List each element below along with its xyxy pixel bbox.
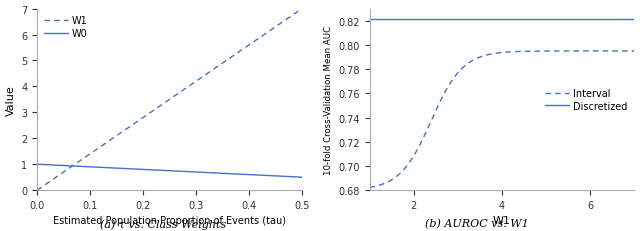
X-axis label: W1: W1 bbox=[493, 216, 511, 225]
Interval bbox=[470, 59, 478, 61]
W1 bbox=[138, 117, 146, 120]
Discretized bbox=[630, 19, 638, 22]
Discretized bbox=[452, 19, 460, 22]
W0 bbox=[298, 176, 306, 179]
Discretized bbox=[397, 19, 405, 22]
Legend: W1, W0: W1, W0 bbox=[42, 14, 90, 41]
Y-axis label: Value: Value bbox=[6, 85, 15, 115]
W0 bbox=[138, 168, 146, 171]
Y-axis label: 10-fold Cross-Validation Mean AUC: 10-fold Cross-Validation Mean AUC bbox=[324, 26, 333, 174]
Legend: Interval, Discretized: Interval, Discretized bbox=[543, 87, 630, 113]
W0 bbox=[120, 167, 127, 170]
W0 bbox=[200, 171, 207, 174]
W0 bbox=[225, 173, 232, 175]
W1 bbox=[65, 167, 73, 170]
X-axis label: Estimated Population Proportion of Events (tau): Estimated Population Proportion of Event… bbox=[53, 216, 286, 225]
Line: W0: W0 bbox=[37, 164, 302, 177]
Text: (a) τ vs. Class Weights: (a) τ vs. Class Weights bbox=[100, 218, 227, 229]
W0 bbox=[226, 173, 234, 175]
Discretized bbox=[365, 19, 373, 22]
Interval bbox=[558, 50, 566, 53]
Text: (b) AUROC vs. W1: (b) AUROC vs. W1 bbox=[425, 219, 529, 229]
W0 bbox=[65, 165, 73, 167]
W1 bbox=[298, 8, 306, 11]
Interval bbox=[630, 50, 638, 53]
Discretized bbox=[532, 19, 540, 22]
Line: Interval: Interval bbox=[369, 52, 634, 188]
Interval bbox=[397, 171, 405, 174]
Discretized bbox=[470, 19, 478, 22]
Interval bbox=[557, 50, 564, 53]
Line: W1: W1 bbox=[37, 9, 302, 190]
Discretized bbox=[558, 19, 566, 22]
Interval bbox=[532, 51, 540, 53]
W1 bbox=[200, 75, 207, 78]
W1 bbox=[226, 58, 234, 60]
Interval bbox=[365, 186, 373, 189]
Discretized bbox=[557, 19, 564, 22]
W1 bbox=[33, 189, 41, 192]
Interval bbox=[452, 75, 460, 77]
W1 bbox=[225, 58, 232, 61]
W0 bbox=[33, 163, 41, 166]
W1 bbox=[120, 130, 127, 133]
